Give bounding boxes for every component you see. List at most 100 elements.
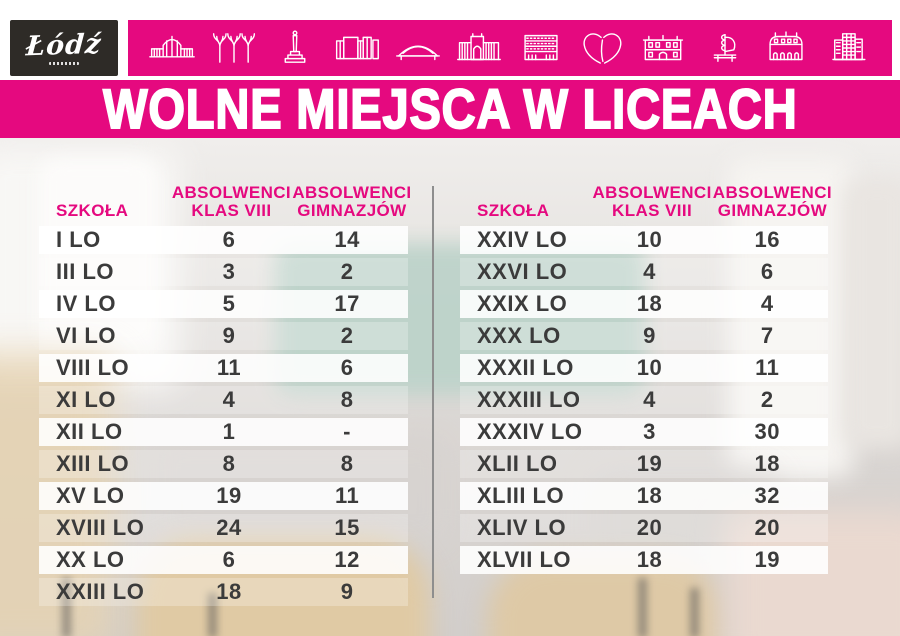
school-name: XII LO <box>56 419 123 444</box>
klas-viii-count: 9 <box>643 323 656 348</box>
table-row: IV LO 5 17 <box>39 290 408 318</box>
table-header-row: SZKOŁA ABSOLWENCI KLAS VIII ABSOLWENCI G… <box>39 176 411 220</box>
lodz-logo-text: Łódź <box>25 28 103 62</box>
table-row: VI LO 9 2 <box>39 322 408 350</box>
gimnazjow-count: 19 <box>754 547 780 572</box>
klas-viii-count: 8 <box>222 451 236 476</box>
ornate-palace-icon <box>640 28 686 68</box>
school-name: XX LO <box>56 547 125 572</box>
gimnazjow-count: 16 <box>754 227 780 252</box>
header-line: KLAS VIII <box>612 200 693 220</box>
header-line: ABSOLWENCI <box>592 182 712 202</box>
table-row: XXIV LO 10 16 <box>460 226 828 254</box>
klas-viii-count: 18 <box>636 547 663 572</box>
klas-viii-count: 19 <box>216 483 242 508</box>
klas-viii-count: 20 <box>636 515 663 540</box>
header-gimnazjow: ABSOLWENCI GIMNAZJÓW <box>712 182 833 220</box>
school-name: XXVI LO <box>477 259 568 284</box>
header-line: GIMNAZJÓW <box>297 200 407 220</box>
lodz-city-logo: Łódź <box>10 20 118 76</box>
gimnazjow-count: 9 <box>340 579 354 604</box>
gimnazjow-count: 4 <box>760 291 774 316</box>
header-line: ABSOLWENCI <box>292 182 412 202</box>
klas-viii-count: 5 <box>222 291 236 316</box>
school-name: XVIII LO <box>56 515 145 540</box>
klas-viii-count: 18 <box>636 291 663 316</box>
klas-viii-count: 4 <box>222 387 236 412</box>
vacancies-table-left: SZKOŁA ABSOLWENCI KLAS VIII ABSOLWENCI G… <box>39 176 411 610</box>
gimnazjow-count: 8 <box>340 387 354 412</box>
klas-viii-count: 10 <box>636 355 663 380</box>
bg-chair-leg <box>62 578 71 636</box>
gimnazjow-count: 18 <box>754 451 780 476</box>
gimnazjow-count: 30 <box>754 419 780 444</box>
klas-viii-count: 4 <box>643 387 656 412</box>
table-rows: I LO 6 14 III LO 3 2 IV LO 5 17 VI LO 9 2 VIII LO 11 6… <box>39 226 408 606</box>
header-line: ABSOLWENCI <box>712 182 833 202</box>
gimnazjow-count: 2 <box>340 323 354 348</box>
gimnazjow-count: 7 <box>760 323 774 348</box>
gimnazjow-count: 15 <box>334 515 360 540</box>
gimnazjow-count: 11 <box>334 483 360 508</box>
school-name: XXIII LO <box>56 579 145 604</box>
school-name: XXIV LO <box>477 227 568 252</box>
klas-viii-count: 18 <box>216 579 242 604</box>
table-row: XLII LO 19 18 <box>460 450 828 478</box>
monument-icon <box>272 28 318 68</box>
gimnazjow-count: 2 <box>760 387 774 412</box>
gimnazjow-count: 12 <box>334 547 360 572</box>
bg-shelf <box>842 178 900 448</box>
header-line: ABSOLWENCI <box>171 182 292 202</box>
school-name: XLII LO <box>477 451 558 476</box>
table-row: III LO 3 2 <box>39 258 408 286</box>
table-header-row: SZKOŁA ABSOLWENCI KLAS VIII ABSOLWENCI G… <box>460 176 832 220</box>
header-line: GIMNAZJÓW <box>717 200 828 220</box>
school-name: XXIX LO <box>477 291 568 316</box>
table-row: I LO 6 14 <box>39 226 408 254</box>
palace-gate-icon <box>456 28 502 68</box>
klas-viii-count: 11 <box>216 355 242 380</box>
school-name: XLVII LO <box>477 547 572 572</box>
table-row: XXXII LO 10 11 <box>460 354 828 382</box>
bg-chair-leg <box>208 593 217 636</box>
table-row: XI LO 4 8 <box>39 386 408 414</box>
school-name: IV LO <box>56 291 116 316</box>
atlas-arena-icon <box>395 28 441 68</box>
klas-viii-count: 4 <box>643 259 656 284</box>
klas-viii-count: 3 <box>222 259 236 284</box>
klas-viii-count: 1 <box>222 419 236 444</box>
header-gimnazjow: ABSOLWENCI GIMNAZJÓW <box>291 182 413 220</box>
school-name: XXXIII LO <box>477 387 581 412</box>
table-row: XXVI LO 4 6 <box>460 258 828 286</box>
school-name: XXX LO <box>477 323 561 348</box>
heart-leaf-icon <box>579 28 625 68</box>
bg-chair-leg <box>690 588 699 636</box>
table-row: VIII LO 11 6 <box>39 354 408 382</box>
table-row: XII LO 1 - <box>39 418 408 446</box>
klas-viii-count: 19 <box>636 451 663 476</box>
tram-stop-arches-icon <box>211 28 257 68</box>
terraced-building-icon <box>518 28 564 68</box>
table-divider-line <box>432 186 434 598</box>
school-name: I LO <box>56 227 101 252</box>
table-row: XXXIV LO 3 30 <box>460 418 828 446</box>
table-row: XLVII LO 18 19 <box>460 546 828 574</box>
school-name: XV LO <box>56 483 125 508</box>
table-row: XX LO 6 12 <box>39 546 408 574</box>
gimnazjow-count: 2 <box>340 259 354 284</box>
page-title: WOLNE MIEJSCA W LICEACH <box>102 77 798 140</box>
table-row: XLIII LO 18 32 <box>460 482 828 510</box>
bg-chair-leg <box>638 578 647 636</box>
klas-viii-count: 6 <box>222 227 236 252</box>
klas-viii-count: 9 <box>222 323 236 348</box>
fabryczna-station-icon <box>149 28 195 68</box>
gimnazjow-count: 32 <box>754 483 780 508</box>
school-name: VI LO <box>56 323 116 348</box>
header-klas-viii: ABSOLWENCI KLAS VIII <box>592 182 712 220</box>
table-row: XVIII LO 24 15 <box>39 514 408 542</box>
lodz-logo-caption <box>49 61 79 65</box>
office-tower-icon <box>825 28 871 68</box>
modern-sculpture-icon <box>702 28 748 68</box>
title-banner: WOLNE MIEJSCA W LICEACH <box>0 77 900 140</box>
klas-viii-count: 18 <box>636 483 663 508</box>
